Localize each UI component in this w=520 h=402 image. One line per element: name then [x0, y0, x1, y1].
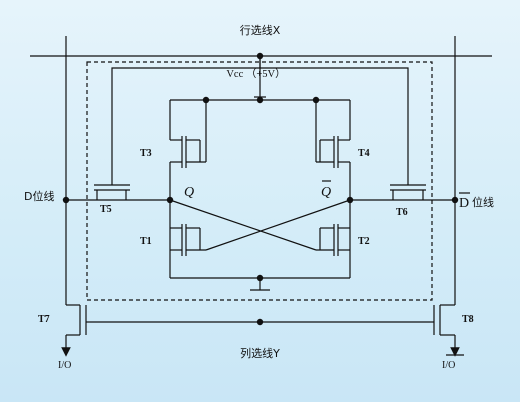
t8-label: T8	[462, 314, 474, 325]
t4-label: T4	[358, 148, 370, 159]
vcc-label: Vcc （+5V）	[226, 68, 285, 80]
bit-line-left-label: D位线	[24, 189, 54, 203]
io-left-label: I/O	[58, 360, 71, 371]
t2-label: T2	[358, 236, 370, 247]
column-select-label: 列选线Y	[240, 346, 280, 360]
bit-line-right-suffix: 位线	[472, 195, 494, 209]
t1-label: T1	[140, 236, 152, 247]
node-q-label: Q	[184, 185, 194, 200]
t6-label: T6	[396, 207, 408, 218]
t5-label: T5	[100, 204, 112, 215]
bit-line-right-letter: D	[459, 196, 469, 211]
io-right-label: I/O	[442, 360, 455, 371]
wire-row-to-t6	[260, 67, 409, 180]
row-select-label: 行选线X	[240, 23, 281, 37]
t3-label: T3	[140, 148, 152, 159]
t7-label: T7	[38, 314, 50, 325]
junction-dots	[62, 52, 459, 326]
cell-boundary	[86, 61, 433, 301]
node-qbar-label: Q	[321, 185, 331, 200]
